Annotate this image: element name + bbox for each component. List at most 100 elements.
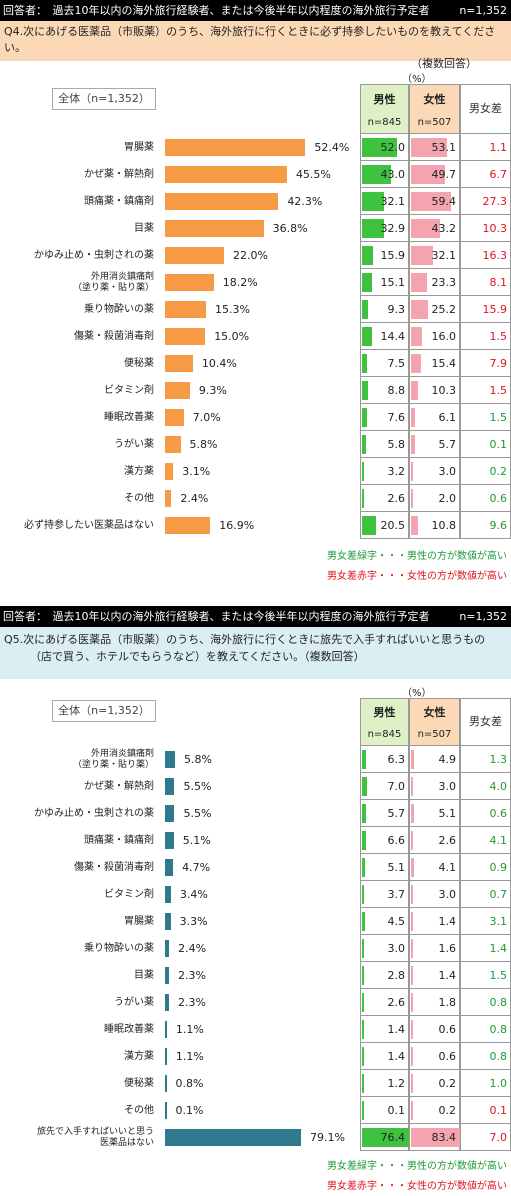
male-bar (362, 489, 364, 508)
category-label: 胃腸薬 (124, 915, 154, 927)
unit-label: （%） (402, 688, 432, 699)
category-label: うがい薬 (114, 438, 154, 450)
chart-row: 睡眠改善薬 1.1% 1.4 0.6 0.8 (0, 1016, 511, 1043)
female-cell: 4.9 (409, 746, 460, 773)
category-label: 目薬 (134, 222, 154, 234)
male-cell: 43.0 (360, 161, 409, 188)
male-value: 52.0 (380, 141, 406, 154)
total-value-label: 22.0% (232, 249, 268, 262)
male-bar (362, 912, 366, 931)
female-value: 15.4 (431, 357, 457, 370)
male-cell: 3.0 (360, 935, 409, 962)
category-label: その他 (124, 492, 154, 504)
category-label: 漢方薬 (124, 465, 154, 477)
category-label: かゆみ止め・虫刺されの薬 (34, 249, 154, 261)
total-bar (165, 886, 171, 903)
female-value: 32.1 (431, 249, 457, 262)
female-cell: 1.4 (409, 962, 460, 989)
female-value: 1.4 (438, 915, 457, 928)
category-label: かぜ薬・解熱剤 (84, 780, 154, 792)
female-cell: 10.8 (409, 512, 460, 539)
male-value: 1.2 (387, 1077, 406, 1090)
diff-cell: 1.5 (460, 962, 511, 989)
female-bar (411, 327, 422, 346)
total-label: 全体（n=1,352） (52, 88, 156, 110)
female-bar (411, 1020, 413, 1039)
total-bar (165, 517, 211, 534)
diff-cell: 0.6 (460, 485, 511, 512)
total-bar (165, 274, 214, 291)
female-cell: 0.6 (409, 1043, 460, 1070)
chart-row: 傷薬・殺菌消毒剤 4.7% 5.1 4.1 0.9 (0, 854, 511, 881)
female-cell: 1.6 (409, 935, 460, 962)
female-header-label: 女性 (423, 93, 446, 106)
chart-row: 必ず持参したい医薬品はない 16.9% 20.5 10.8 9.6 (0, 512, 511, 539)
male-value: 1.4 (387, 1050, 406, 1063)
category-label: 目薬 (134, 969, 154, 981)
female-cell: 15.4 (409, 350, 460, 377)
male-cell: 7.0 (360, 773, 409, 800)
male-cell: 8.8 (360, 377, 409, 404)
diff-value: 0.1 (489, 1104, 508, 1117)
female-cell: 32.1 (409, 242, 460, 269)
diff-value: 0.2 (489, 465, 508, 478)
total-value-label: 2.3% (177, 969, 206, 982)
male-value: 6.6 (387, 834, 406, 847)
female-bar (411, 777, 414, 796)
diff-cell: 0.8 (460, 1016, 511, 1043)
male-value: 2.6 (387, 492, 406, 505)
female-bar (411, 381, 418, 400)
chart-q4: 回答者： 過去10年以内の海外旅行経験者、または今後半年以内程度の海外旅行予定者… (0, 0, 511, 590)
male-value: 5.1 (387, 861, 406, 874)
category-label: 傷薬・殺菌消毒剤 (74, 330, 154, 342)
total-value-label: 36.8% (272, 222, 308, 235)
female-value: 1.6 (438, 942, 457, 955)
male-bar (362, 1128, 414, 1147)
chart-row: 外用消炎鎮痛剤 （塗り薬・貼り薬） 18.2% 15.1 23.3 8.1 (0, 269, 511, 296)
diff-cell: 6.7 (460, 161, 511, 188)
male-header: 男性 n=845 (360, 698, 409, 746)
diff-value: 0.8 (489, 1050, 508, 1063)
total-bar (165, 463, 174, 480)
female-bar (411, 966, 413, 985)
female-bar (411, 939, 413, 958)
male-bar (362, 516, 376, 535)
female-n: n=507 (417, 729, 452, 740)
male-bar (362, 354, 368, 373)
male-cell: 15.9 (360, 242, 409, 269)
female-value: 0.2 (438, 1077, 457, 1090)
diff-value: 4.0 (489, 780, 508, 793)
total-value-label: 5.5% (183, 780, 212, 793)
diff-cell: 7.9 (460, 350, 511, 377)
respondent-n: n=1,352 (459, 610, 507, 623)
diff-value: 1.1 (489, 141, 508, 154)
diff-header: 男女差 (460, 84, 511, 134)
respondent-header: 回答者： 過去10年以内の海外旅行経験者、または今後半年以内程度の海外旅行予定者… (0, 606, 511, 627)
category-label: 傷薬・殺菌消毒剤 (74, 861, 154, 873)
chart-row: 乗り物酔いの薬 15.3% 9.3 25.2 15.9 (0, 296, 511, 323)
total-bar (165, 1102, 167, 1119)
chart-row: その他 2.4% 2.6 2.0 0.6 (0, 485, 511, 512)
diff-cell: 0.9 (460, 854, 511, 881)
category-label: 胃腸薬 (124, 141, 154, 153)
female-cell: 25.2 (409, 296, 460, 323)
female-cell: 0.2 (409, 1070, 460, 1097)
diff-cell: 0.6 (460, 800, 511, 827)
total-value-label: 2.4% (180, 492, 209, 505)
female-value: 2.0 (438, 492, 457, 505)
total-value-label: 52.4% (314, 141, 350, 154)
diff-value: 7.0 (489, 1131, 508, 1144)
total-bar (165, 1048, 167, 1065)
female-bar (411, 831, 413, 850)
total-bar (165, 220, 264, 237)
female-value: 0.6 (438, 1050, 457, 1063)
male-value: 76.4 (380, 1131, 406, 1144)
diff-value: 1.4 (489, 942, 508, 955)
category-label: 便秘薬 (124, 357, 154, 369)
male-header: 男性 n=845 (360, 84, 409, 134)
male-value: 0.1 (387, 1104, 406, 1117)
chart-row: ビタミン剤 3.4% 3.7 3.0 0.7 (0, 881, 511, 908)
question-line-2: （店で買う、ホテルでもらうなど）を教えてください。（複数回答） (30, 650, 365, 663)
male-header-label: 男性 (373, 93, 396, 106)
female-bar (411, 516, 419, 535)
